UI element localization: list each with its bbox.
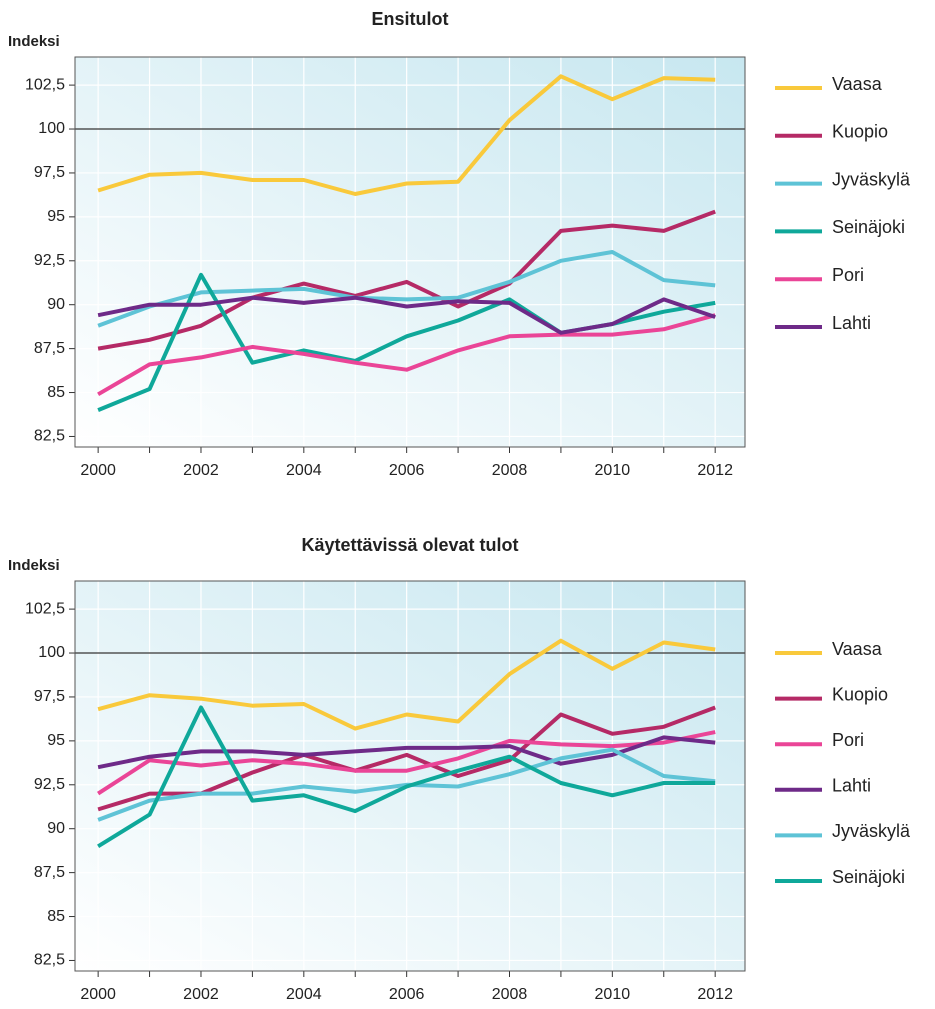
- y-tick-label: 100: [38, 644, 65, 661]
- x-tick-label: 2004: [286, 462, 322, 479]
- x-tick-label: 2012: [697, 986, 733, 1003]
- y-tick-label: 85: [47, 908, 65, 925]
- y-axis-label: Indeksi: [8, 33, 60, 50]
- legend-label: Pori: [832, 730, 864, 750]
- legend-label: Vaasa: [832, 74, 883, 94]
- x-tick-label: 2006: [389, 462, 425, 479]
- legend-label: Seinäjoki: [832, 217, 905, 237]
- y-tick-label: 90: [47, 820, 65, 837]
- x-tick-label: 2008: [492, 462, 528, 479]
- data-line: [97, 735, 716, 770]
- legend-label: Lahti: [832, 776, 871, 796]
- y-axis-label: Indeksi: [8, 557, 60, 574]
- plot-frame: [74, 56, 746, 448]
- plot-background: [75, 581, 745, 971]
- legend-label: Kuopio: [832, 684, 888, 704]
- y-tick-label: 92,5: [34, 776, 65, 793]
- y-tick-label: 82,5: [34, 952, 65, 969]
- chart-title: Ensitulot: [372, 9, 449, 29]
- data-line: [97, 730, 716, 796]
- y-tick-label: 82,5: [34, 428, 65, 445]
- x-tick-label: 2006: [389, 986, 425, 1003]
- legend-label: Kuopio: [832, 122, 888, 142]
- data-line: [97, 638, 716, 731]
- legend-label: Seinäjoki: [832, 867, 905, 887]
- y-tick-label: 97,5: [34, 688, 65, 705]
- legend-label: Jyväskylä: [832, 821, 911, 841]
- y-tick-label: 100: [38, 120, 65, 137]
- y-tick-label: 102,5: [25, 76, 65, 93]
- x-tick-label: 2008: [492, 986, 528, 1003]
- plot-background: [75, 57, 745, 447]
- y-tick-label: 97,5: [34, 164, 65, 181]
- x-tick-label: 2010: [595, 462, 631, 479]
- data-line: [97, 74, 716, 196]
- y-tick-label: 90: [47, 296, 65, 313]
- x-tick-label: 2004: [286, 986, 322, 1003]
- legend-label: Pori: [832, 265, 864, 285]
- x-tick-label: 2002: [183, 986, 219, 1003]
- data-line: [97, 313, 716, 397]
- y-tick-label: 87,5: [34, 864, 65, 881]
- y-tick-label: 92,5: [34, 252, 65, 269]
- legend-label: Jyväskylä: [832, 169, 911, 189]
- y-tick-label: 85: [47, 384, 65, 401]
- data-line: [97, 705, 716, 849]
- legend-label: Lahti: [832, 313, 871, 333]
- y-tick-label: 102,5: [25, 600, 65, 617]
- legend-label: Vaasa: [832, 639, 883, 659]
- x-tick-label: 2002: [183, 462, 219, 479]
- y-tick-label: 95: [47, 208, 65, 225]
- chart-title: Käytettävissä olevat tulot: [301, 535, 518, 555]
- x-tick-label: 2000: [80, 462, 116, 479]
- x-tick-label: 2000: [80, 986, 116, 1003]
- x-tick-label: 2010: [595, 986, 631, 1003]
- y-tick-label: 87,5: [34, 340, 65, 357]
- data-line: [97, 250, 716, 328]
- x-tick-label: 2012: [697, 462, 733, 479]
- y-tick-label: 95: [47, 732, 65, 749]
- plot-frame: [74, 580, 746, 972]
- data-line: [97, 295, 716, 335]
- data-line: [97, 209, 716, 351]
